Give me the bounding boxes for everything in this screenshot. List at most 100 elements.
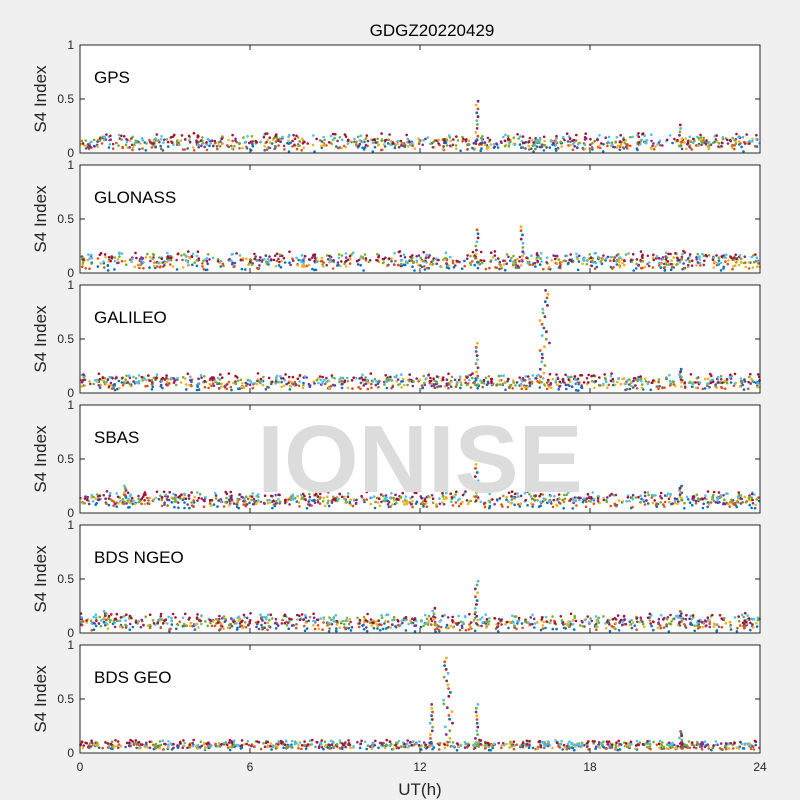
scatter-point bbox=[140, 259, 143, 262]
scatter-point bbox=[376, 624, 379, 628]
scatter-point bbox=[560, 619, 564, 622]
scatter-point bbox=[284, 373, 287, 376]
scatter-point bbox=[439, 385, 443, 388]
scatter-point bbox=[749, 747, 753, 751]
y-axis-label: S4 Index bbox=[31, 545, 50, 613]
scatter-point bbox=[98, 494, 101, 498]
scatter-point bbox=[159, 626, 162, 630]
scatter-point bbox=[650, 133, 653, 136]
scatter-point bbox=[637, 141, 641, 144]
scatter-point bbox=[265, 262, 269, 266]
scatter-point bbox=[719, 261, 723, 265]
scatter-point bbox=[696, 252, 699, 256]
scatter-point bbox=[712, 266, 716, 269]
scatter-point bbox=[99, 251, 103, 255]
event-point bbox=[475, 119, 479, 122]
scatter-point bbox=[434, 630, 437, 633]
scatter-point bbox=[658, 746, 661, 750]
scatter-point bbox=[692, 744, 696, 747]
scatter-point bbox=[401, 500, 405, 503]
scatter-point bbox=[282, 384, 286, 388]
scatter-point bbox=[202, 267, 206, 271]
scatter-point bbox=[142, 623, 145, 627]
scatter-point bbox=[669, 382, 673, 386]
scatter-point bbox=[652, 253, 655, 257]
scatter-point bbox=[608, 629, 612, 633]
scatter-point bbox=[628, 383, 631, 386]
scatter-point bbox=[160, 495, 164, 499]
scatter-point bbox=[393, 263, 396, 267]
scatter-point bbox=[130, 260, 133, 264]
scatter-point bbox=[356, 259, 359, 263]
scatter-point bbox=[674, 252, 677, 255]
event-point bbox=[474, 487, 478, 491]
scatter-point bbox=[542, 497, 545, 500]
scatter-point bbox=[567, 375, 570, 379]
scatter-point bbox=[424, 377, 428, 381]
scatter-point bbox=[220, 382, 223, 386]
scatter-point bbox=[466, 147, 470, 151]
scatter-point bbox=[182, 496, 186, 499]
event-point bbox=[475, 370, 478, 374]
scatter-point bbox=[90, 622, 93, 625]
scatter-point bbox=[113, 259, 117, 263]
scatter-point bbox=[269, 494, 273, 498]
scatter-point bbox=[340, 138, 344, 142]
scatter-point bbox=[256, 258, 260, 262]
scatter-point bbox=[363, 146, 367, 149]
event-point bbox=[475, 138, 479, 142]
scatter-point bbox=[328, 627, 331, 630]
scatter-point bbox=[188, 383, 191, 387]
scatter-point bbox=[111, 377, 114, 380]
scatter-point bbox=[337, 256, 341, 260]
scatter-point bbox=[738, 140, 741, 143]
event-point bbox=[475, 599, 479, 602]
scatter-point bbox=[143, 493, 146, 497]
scatter-point bbox=[545, 146, 548, 149]
scatter-point bbox=[479, 149, 483, 152]
scatter-point bbox=[741, 135, 745, 139]
scatter-point bbox=[398, 382, 402, 386]
scatter-point bbox=[729, 373, 732, 377]
scatter-point bbox=[688, 253, 692, 256]
scatter-point bbox=[534, 137, 537, 140]
scatter-point bbox=[183, 612, 187, 616]
scatter-point bbox=[458, 628, 462, 632]
scatter-point bbox=[313, 493, 317, 497]
scatter-point bbox=[649, 388, 652, 392]
scatter-point bbox=[530, 147, 533, 150]
scatter-point bbox=[528, 378, 532, 381]
scatter-point bbox=[288, 384, 292, 388]
scatter-point bbox=[176, 139, 179, 142]
scatter-point bbox=[559, 615, 563, 618]
scatter-point bbox=[137, 620, 141, 623]
scatter-point bbox=[181, 148, 185, 151]
scatter-point bbox=[535, 256, 539, 259]
scatter-point bbox=[94, 613, 98, 616]
scatter-point bbox=[746, 614, 749, 617]
scatter-point bbox=[242, 386, 246, 390]
scatter-point bbox=[589, 143, 592, 146]
scatter-point bbox=[108, 375, 111, 379]
scatter-point bbox=[695, 255, 698, 259]
scatter-point bbox=[670, 265, 674, 269]
event-point bbox=[680, 380, 683, 384]
scatter-point bbox=[146, 384, 149, 388]
scatter-point bbox=[662, 618, 665, 621]
scatter-point bbox=[260, 379, 264, 383]
scatter-point bbox=[211, 144, 215, 148]
scatter-point bbox=[200, 622, 203, 626]
scatter-point bbox=[435, 139, 438, 142]
scatter-point bbox=[313, 150, 316, 153]
scatter-point bbox=[197, 496, 201, 500]
scatter-point bbox=[364, 143, 368, 147]
scatter-point bbox=[335, 145, 338, 148]
scatter-point bbox=[503, 144, 507, 148]
scatter-point bbox=[280, 254, 284, 258]
scatter-point bbox=[244, 505, 248, 508]
scatter-point bbox=[535, 747, 539, 750]
scatter-point bbox=[447, 267, 451, 270]
scatter-point bbox=[143, 491, 147, 494]
scatter-point bbox=[539, 504, 542, 508]
